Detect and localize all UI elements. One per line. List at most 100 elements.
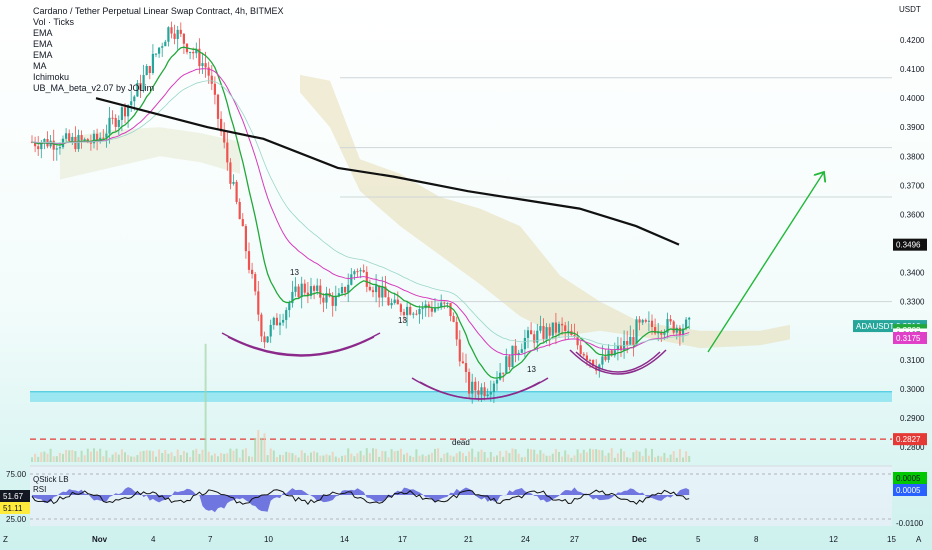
volume-bar-67 — [238, 457, 241, 462]
volume-bar-187 — [610, 448, 613, 462]
volume-bar-211 — [685, 451, 688, 462]
volume-bar-34 — [136, 455, 139, 462]
candle-body-148 — [489, 391, 492, 395]
candle-body-77 — [269, 324, 272, 337]
candle-body-153 — [505, 356, 508, 374]
volume-bar-108 — [365, 448, 368, 462]
lower-pane-legend: QStick LB RSI — [33, 475, 69, 495]
indicator-ubma-label[interactable]: UB_MA_beta_v2.07 by JOLim — [33, 83, 155, 93]
volume-bar-12 — [68, 450, 71, 462]
candle-body-74 — [260, 314, 263, 337]
candle-body-20 — [92, 133, 96, 144]
candle-body-137 — [455, 321, 458, 340]
candle-body-99 — [337, 293, 340, 297]
candle-body-179 — [585, 355, 588, 360]
candle-body-170 — [557, 323, 561, 333]
volume-bar-30 — [124, 452, 126, 462]
indicator-ema1-label[interactable]: EMA — [33, 28, 53, 38]
volume-bar-16 — [80, 450, 83, 462]
volume-bar-98 — [334, 456, 337, 462]
volume-bar-107 — [362, 455, 365, 462]
volume-bar-82 — [285, 451, 288, 462]
volume-bar-44 — [167, 453, 170, 462]
volume-bar-51 — [189, 457, 192, 462]
volume-bar-24 — [105, 450, 108, 462]
candle-body-9 — [58, 147, 61, 149]
tag-lower-left-dark-bg — [0, 490, 30, 502]
volume-bar-186 — [607, 452, 610, 462]
indicator-ema2-label[interactable]: EMA — [33, 39, 53, 49]
candle-body-65 — [232, 181, 235, 184]
candle-body-136 — [452, 316, 455, 322]
candle-body-181 — [592, 360, 595, 367]
candle-body-102 — [347, 284, 350, 293]
candle-body-8 — [55, 148, 58, 150]
candle-body-199 — [647, 320, 650, 322]
indicator-ichimoku-label[interactable]: Ichimoku — [33, 72, 70, 82]
candle-body-187 — [610, 350, 613, 356]
rsi-label[interactable]: RSI — [33, 485, 47, 494]
volume-bar-61 — [220, 453, 223, 462]
volume-bar-176 — [576, 449, 579, 462]
currency-label: USDT — [899, 5, 921, 14]
tag-lower-left-yellow-bg — [0, 502, 30, 514]
volume-bar-8 — [55, 456, 58, 462]
volume-bar-180 — [589, 448, 591, 462]
volume-bar-115 — [387, 457, 390, 462]
candle-body-83 — [288, 303, 291, 311]
count-label-1: 13 — [398, 316, 407, 325]
candle-body-188 — [613, 350, 616, 356]
candle-body-108 — [365, 271, 368, 287]
candle-body-205 — [666, 319, 669, 333]
candle-body-167 — [548, 327, 551, 336]
volume-bar-52 — [192, 450, 195, 462]
volume-bar-147 — [486, 457, 489, 462]
volume-bar-14 — [74, 451, 77, 462]
candle-body-97 — [331, 296, 334, 306]
candle-body-180 — [588, 359, 592, 361]
candle-body-4 — [43, 139, 46, 144]
time-tick-6: 21 — [464, 535, 473, 544]
candle-body-53 — [195, 48, 198, 54]
candle-body-45 — [170, 27, 173, 34]
indicator-ma-label[interactable]: MA — [33, 61, 47, 71]
candle-body-204 — [663, 332, 666, 335]
candle-body-115 — [387, 297, 390, 306]
indicator-ema3-label[interactable]: EMA — [33, 50, 53, 60]
volume-bar-165 — [542, 453, 545, 462]
candle-body-28 — [117, 119, 120, 127]
volume-bar-203 — [660, 456, 663, 462]
volume-bar-198 — [644, 448, 647, 462]
volume-bar-36 — [142, 450, 145, 462]
volume-bar-70 — [248, 456, 250, 462]
price-tick-14: 0.2800 — [900, 443, 925, 452]
candle-body-46 — [173, 33, 176, 39]
arc-bottom-3a — [569, 349, 667, 375]
volume-bar-71 — [251, 456, 254, 462]
candle-body-143 — [474, 381, 477, 391]
volume-bar-184 — [601, 450, 604, 462]
candle-body-192 — [626, 340, 629, 345]
volume-bar-19 — [89, 451, 92, 462]
indicator-volume-label[interactable]: Vol · Ticks — [33, 17, 75, 27]
volume-bar-120 — [403, 454, 405, 462]
volume-bar-72 — [254, 437, 257, 462]
candle-body-159 — [523, 337, 526, 350]
volume-bar-79 — [275, 457, 278, 462]
candle-body-100 — [340, 286, 344, 294]
volume-bar-189 — [616, 453, 619, 462]
volume-bar-20 — [93, 448, 95, 462]
volume-bar-3 — [40, 452, 43, 462]
candle-body-175 — [573, 335, 576, 337]
qstick-label[interactable]: QStick LB — [33, 475, 69, 484]
volume-bar-106 — [359, 450, 362, 462]
tag-red-dashed-bg — [893, 433, 927, 446]
tag-lower-left-dark: 51.67 — [3, 492, 24, 501]
volume-bar-5 — [46, 453, 49, 462]
volume-bar-204 — [663, 452, 666, 462]
candle-body-172 — [564, 325, 567, 332]
arc-bottom-1b — [227, 336, 375, 357]
tag-magenta-bg — [893, 331, 927, 344]
corner-left-label: Z — [3, 535, 8, 544]
